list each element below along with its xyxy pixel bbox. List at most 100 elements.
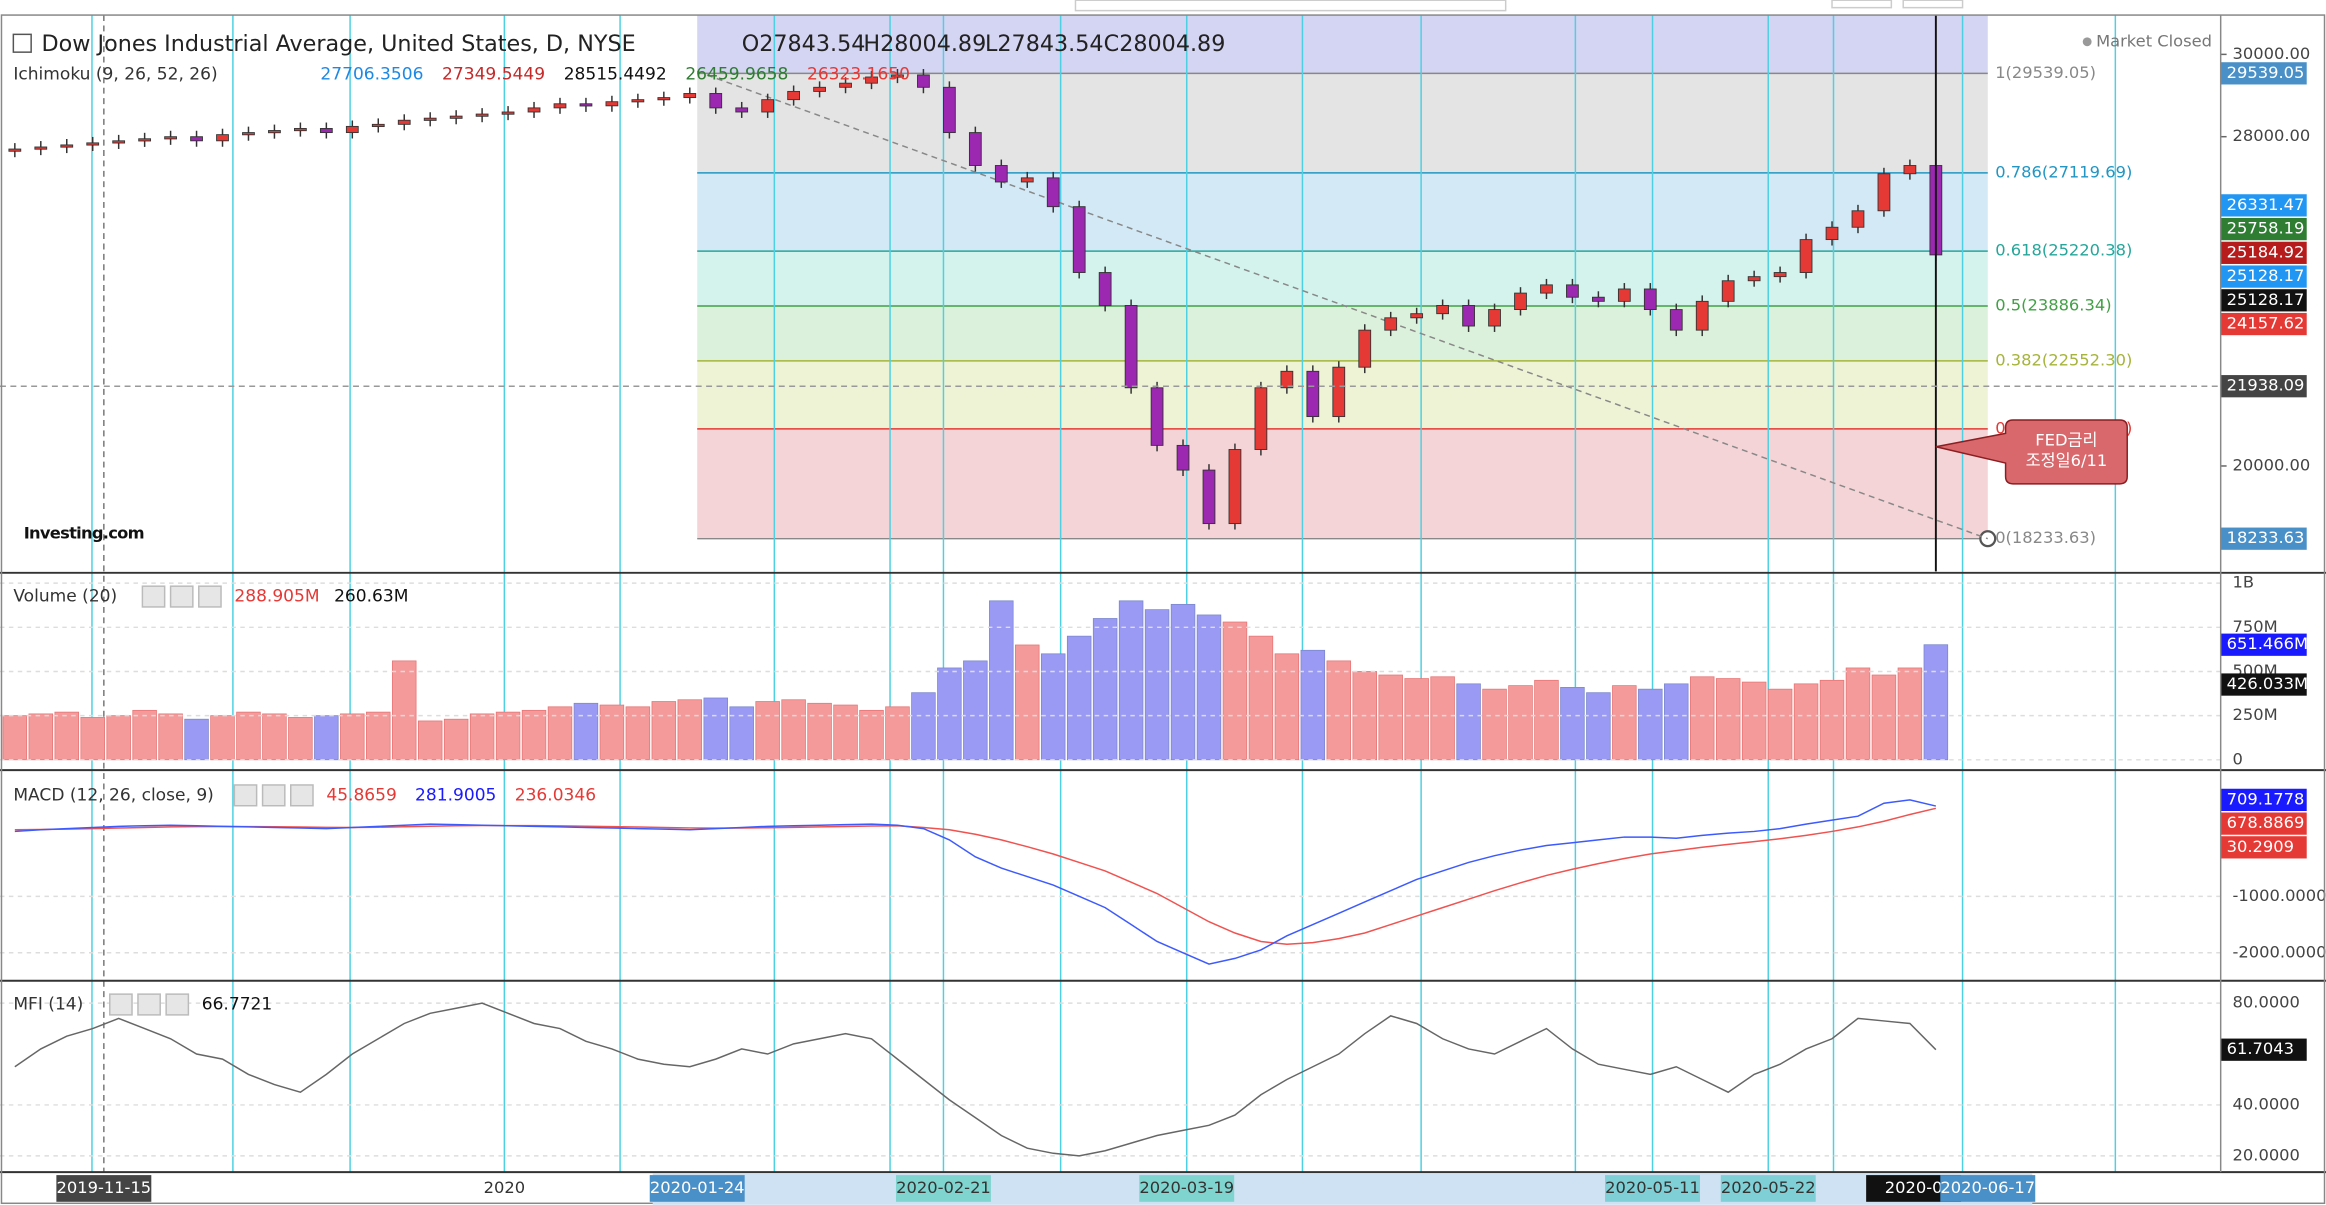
legend-button bbox=[137, 993, 161, 1016]
volume-bar bbox=[1897, 667, 1923, 761]
legend-value: 236.0346 bbox=[515, 785, 596, 805]
candle bbox=[657, 97, 671, 101]
volume-bar bbox=[236, 711, 261, 761]
volume-bar bbox=[1092, 618, 1118, 761]
volume-bar bbox=[106, 715, 131, 761]
price-tag-label: 18233.63 bbox=[2227, 528, 2305, 547]
y-tick-label: 20000.00 bbox=[2233, 455, 2311, 474]
price-tag bbox=[2220, 312, 2307, 336]
toolbar-box[interactable] bbox=[1074, 0, 1507, 12]
candle bbox=[319, 128, 333, 134]
ichimoku-value: 27706.3506 bbox=[320, 64, 423, 84]
ohlc-value: O27843.54 bbox=[742, 31, 866, 57]
y-tick-label: 40.0000 bbox=[2233, 1094, 2300, 1113]
ohlc-value: L27843.54 bbox=[985, 31, 1104, 57]
fib-label: 0.618(25220.38) bbox=[1995, 241, 2132, 260]
volume-bar bbox=[781, 699, 806, 761]
time-label: 2019-11-15 bbox=[56, 1178, 151, 1197]
ohlc-value: H28004.89 bbox=[863, 31, 986, 57]
price-tag bbox=[2220, 241, 2307, 264]
volume-bar bbox=[1534, 679, 1559, 761]
y-tick-label: 250M bbox=[2233, 705, 2278, 724]
candle bbox=[1072, 206, 1086, 273]
candle bbox=[501, 111, 515, 115]
candle bbox=[683, 93, 697, 99]
candle bbox=[813, 86, 826, 92]
fib-band bbox=[697, 428, 1988, 539]
candle bbox=[1202, 469, 1216, 525]
volume-bar bbox=[1248, 635, 1274, 761]
price-tag-label: 24157.62 bbox=[2227, 314, 2305, 333]
volume-bar bbox=[262, 713, 287, 761]
volume-bar bbox=[1066, 635, 1092, 761]
chart-layer: 1(29539.05) 0.786(27119.69) 0.618(25220.38… bbox=[0, 14, 2326, 1205]
ohlc-value: C28004.89 bbox=[1104, 31, 1226, 57]
legend-button bbox=[261, 784, 286, 807]
volume-bar bbox=[1767, 688, 1793, 761]
volume-bar bbox=[1274, 653, 1300, 761]
volume-bar bbox=[443, 718, 469, 761]
price-tag-label: 30.2909 bbox=[2227, 837, 2294, 856]
candle bbox=[631, 99, 645, 103]
price-tag-label: 651.466M bbox=[2227, 634, 2308, 653]
volume-bar bbox=[1170, 603, 1196, 761]
volume-bar bbox=[937, 667, 962, 761]
volume-bar bbox=[340, 713, 365, 761]
fib-band bbox=[697, 306, 1988, 361]
ichimoku-value: 26459.9658 bbox=[685, 64, 788, 84]
legend-value: 288.905M bbox=[234, 587, 319, 607]
price-tag-label: 29539.05 bbox=[2227, 63, 2305, 82]
fib-label: 0(18233.63) bbox=[1995, 528, 2096, 547]
volume-bar bbox=[1664, 683, 1689, 761]
macd-signal-line bbox=[14, 807, 1937, 946]
time-label: 2020 bbox=[484, 1178, 525, 1197]
time-label: 2020-03-19 bbox=[1139, 1178, 1234, 1197]
price-tag-label: 426.033M bbox=[2227, 674, 2308, 693]
candle bbox=[1150, 387, 1164, 446]
fib-band bbox=[697, 172, 1988, 252]
volume-bar bbox=[521, 709, 547, 761]
volume-bar bbox=[573, 702, 599, 761]
volume-bar bbox=[885, 706, 910, 761]
legend-button bbox=[233, 784, 258, 807]
candle bbox=[1669, 309, 1683, 331]
logo: Investing.com bbox=[24, 524, 144, 543]
selection-highlight bbox=[697, 15, 1988, 74]
toolbar-tab[interactable] bbox=[1831, 0, 1893, 9]
candle bbox=[268, 130, 281, 134]
volume-bar bbox=[1326, 660, 1352, 761]
candle bbox=[8, 148, 22, 152]
ichimoku-value: 27349.5449 bbox=[442, 64, 545, 84]
candle bbox=[1306, 370, 1320, 418]
candle bbox=[553, 103, 567, 109]
time-axis-selection bbox=[652, 1173, 2033, 1205]
volume-bar bbox=[2, 715, 28, 761]
legend-value: 66.7721 bbox=[202, 995, 273, 1015]
toolbar-tab[interactable] bbox=[1902, 0, 1964, 9]
volume-bar bbox=[80, 717, 105, 761]
candle bbox=[1410, 313, 1424, 319]
pane-label: MFI (14) bbox=[13, 995, 83, 1015]
price-tag-label: 61.7043 bbox=[2227, 1039, 2294, 1058]
y-tick-label: 80.0000 bbox=[2233, 993, 2300, 1012]
time-label-box bbox=[1720, 1175, 1816, 1202]
candle bbox=[1617, 288, 1631, 302]
candle bbox=[1046, 177, 1060, 208]
candle bbox=[1280, 370, 1294, 389]
candle bbox=[527, 107, 541, 113]
candle bbox=[839, 82, 852, 88]
collapse-button bbox=[12, 33, 32, 53]
volume-bar bbox=[288, 717, 313, 761]
legend-button bbox=[290, 784, 314, 807]
candle bbox=[735, 107, 749, 113]
volume-bar bbox=[963, 660, 988, 761]
price-tag-label: 25184.92 bbox=[2227, 242, 2305, 261]
chart-title: Dow Jones Industrial Average, United Sta… bbox=[42, 31, 636, 57]
time-label-box bbox=[56, 1175, 152, 1202]
volume-bar bbox=[729, 706, 754, 761]
volume-bar bbox=[1456, 683, 1481, 761]
volume-bar bbox=[1689, 676, 1715, 761]
candle bbox=[1462, 305, 1475, 327]
y-tick-label: -2000.0000 bbox=[2233, 942, 2326, 961]
